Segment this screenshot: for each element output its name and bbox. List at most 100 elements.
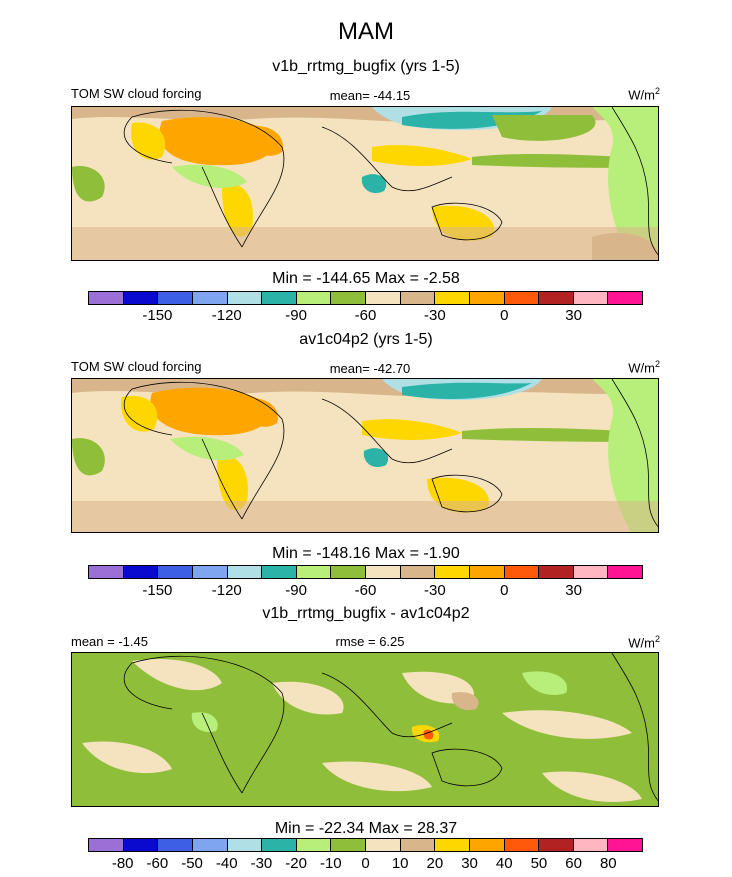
- colorbar-segment: [539, 566, 574, 578]
- diff-patch-11: [423, 729, 434, 740]
- colorbar-tick-label: -30: [424, 307, 446, 324]
- colorbar-segment: [192, 566, 228, 578]
- map-band-green-np: [492, 115, 596, 141]
- colorbar-tick-label: 10: [391, 855, 409, 872]
- panel2-units: W/m2: [628, 359, 660, 376]
- panel2-minmax: Min = -148.16 Max = -1.90: [272, 545, 460, 562]
- colorbar-segment: [539, 292, 574, 304]
- colorbar-tick-label: 30: [565, 307, 582, 324]
- map-band-teal: [402, 382, 532, 399]
- colorbar-segment: [262, 839, 297, 851]
- colorbar-segment: [573, 839, 609, 851]
- colorbar-segment: [504, 292, 540, 304]
- colorbar-segment: [608, 839, 642, 851]
- panel2-colorbar: [88, 565, 643, 579]
- map-coast-asia: [321, 672, 503, 787]
- colorbar-segment: [435, 292, 470, 304]
- map-coast-americas: [611, 379, 658, 528]
- panel3-colorbar: [88, 838, 643, 852]
- main-title: MAM: [338, 18, 394, 45]
- panel2-mean-label: mean= -42.70: [329, 361, 411, 376]
- colorbar-tick-label: -60: [354, 582, 377, 599]
- panel3-units: W/m2: [628, 634, 660, 651]
- colorbar-tick-label: -120: [211, 582, 242, 599]
- diff-patch-5: [82, 741, 172, 774]
- map-sahara-west: [121, 395, 158, 432]
- colorbar-segment: [504, 839, 540, 851]
- map-southern-africa: [217, 456, 248, 511]
- colorbar-tick-label: -60: [354, 307, 377, 324]
- colorbar-segment: [331, 566, 366, 578]
- colorbar-tick-label: -40: [215, 855, 238, 872]
- colorbar-tick-label: -10: [319, 855, 342, 872]
- colorbar-tick-label: 0: [500, 582, 509, 599]
- panel1-mean-label: mean= -44.15: [329, 88, 411, 103]
- colorbar-segment: [192, 292, 228, 304]
- colorbar-segment: [366, 566, 401, 578]
- map-arabia: [242, 125, 283, 156]
- diff-patch-1: [132, 659, 222, 691]
- map-arabia: [237, 397, 278, 427]
- colorbar-segment: [400, 839, 436, 851]
- colorbar-segment: [400, 292, 436, 304]
- colorbar-segment: [227, 566, 263, 578]
- map-atlantic-green: [72, 166, 105, 202]
- diff-patch-4: [502, 710, 632, 739]
- panel3-mean-label: mean = -1.45: [71, 634, 148, 649]
- colorbar-segment: [366, 839, 401, 851]
- colorbar-segment: [227, 292, 263, 304]
- colorbar-tick-label: -150: [142, 307, 173, 324]
- map-coast-africa: [123, 381, 285, 520]
- colorbar-segment: [262, 566, 297, 578]
- colorbar-segment: [296, 292, 332, 304]
- colorbar-segment: [89, 566, 124, 578]
- colorbar-segment: [435, 839, 470, 851]
- map-maritime-teal: [361, 174, 387, 194]
- map-south-band: [72, 501, 658, 532]
- map-coast-asia: [321, 398, 503, 513]
- colorbar-segment: [227, 839, 263, 851]
- colorbar-tick-label: 0: [500, 307, 509, 324]
- panel3-map: [71, 652, 659, 807]
- colorbar-tick-label: 50: [530, 855, 548, 872]
- colorbar-tick-label: -30: [250, 855, 273, 872]
- colorbar-segment: [469, 839, 505, 851]
- map-indian-yellow: [372, 145, 472, 166]
- colorbar-tick-label: 80: [599, 855, 617, 872]
- colorbar-tick-label: 30: [461, 855, 478, 872]
- colorbar-segment: [296, 839, 332, 851]
- colorbar-tick-label: 60: [565, 855, 582, 872]
- map-east-pacific: [592, 107, 658, 260]
- panel1-variable-label: TOM SW cloud forcing: [71, 86, 202, 101]
- panel1-map: [71, 106, 659, 261]
- map-coast-asia: [321, 126, 503, 241]
- colorbar-tick-label: -20: [285, 855, 307, 872]
- map-sahara-west: [131, 122, 166, 160]
- panel1-title: v1b_rrtmg_bugfix (yrs 1-5): [272, 58, 460, 75]
- colorbar-tick-label: 30: [565, 582, 582, 599]
- colorbar-tick-label: -120: [211, 307, 242, 324]
- colorbar-tick-label: -90: [285, 582, 307, 599]
- colorbar-segment: [539, 839, 574, 851]
- diff-patch-7: [542, 771, 642, 802]
- colorbar-segment: [123, 839, 159, 851]
- colorbar-segment: [158, 839, 193, 851]
- colorbar-tick-label: -80: [111, 855, 134, 872]
- colorbar-segment: [158, 566, 193, 578]
- map-indian-yellow: [362, 419, 462, 440]
- map-east-pacific: [592, 379, 658, 532]
- colorbar-segment: [89, 292, 124, 304]
- map-south-band: [72, 227, 658, 260]
- colorbar-segment: [331, 839, 366, 851]
- diff-patch-9: [191, 712, 218, 733]
- panel2-map-svg: [72, 379, 658, 532]
- map-central-africa: [172, 164, 247, 188]
- colorbar-tick-label: 40: [495, 855, 513, 872]
- colorbar-segment: [469, 292, 505, 304]
- colorbar-tick-label: -30: [424, 582, 446, 599]
- diff-patch-8: [522, 671, 568, 695]
- colorbar-segment: [469, 566, 505, 578]
- colorbar-segment: [573, 292, 609, 304]
- panel2-title: av1c04p2 (yrs 1-5): [299, 331, 433, 348]
- diff-patch-2: [272, 681, 344, 715]
